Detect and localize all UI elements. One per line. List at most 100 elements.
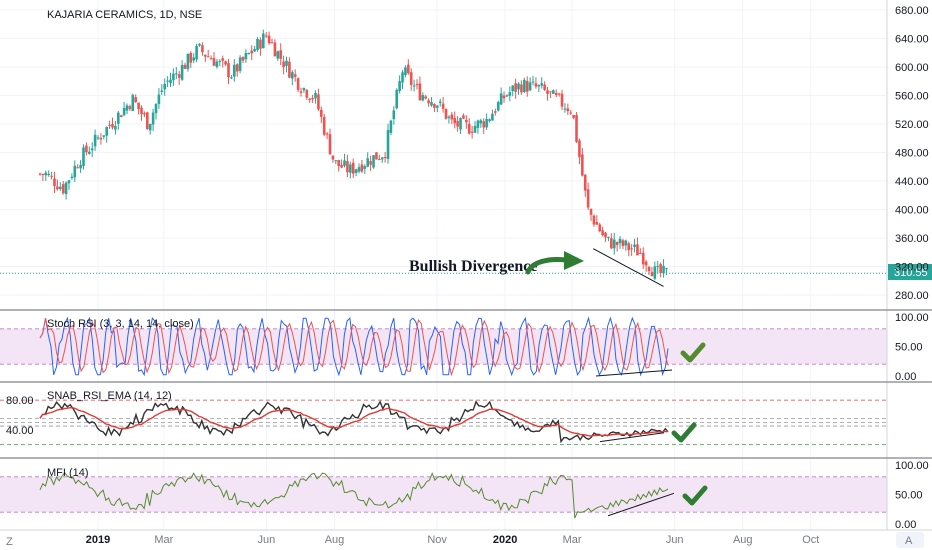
candle-body	[470, 131, 474, 133]
candle-body	[612, 239, 616, 249]
candle-body	[438, 101, 442, 104]
indicator-band	[0, 476, 887, 513]
candle-body	[151, 112, 155, 125]
candle-body	[459, 118, 462, 130]
candle-body	[233, 64, 236, 77]
arrow-head-icon	[564, 251, 584, 270]
candle-body	[119, 115, 123, 118]
candle-body	[511, 85, 515, 92]
candle-body	[183, 64, 187, 69]
candle-body	[166, 80, 169, 82]
stoch-rsi-panel	[0, 316, 887, 377]
rsi-divergence-line	[599, 432, 665, 443]
candle-body	[250, 50, 254, 54]
candle-body	[311, 98, 314, 100]
candle-body	[317, 94, 320, 110]
rsi-line	[39, 400, 669, 444]
candle-body	[525, 80, 529, 92]
mfi-tick-label: 100.00	[895, 460, 929, 472]
candle-body	[627, 243, 631, 251]
candle-body	[102, 135, 106, 137]
curved-arrow-icon	[525, 257, 569, 275]
candle-body	[192, 57, 196, 61]
price-tick-label: 640.00	[895, 34, 929, 46]
candle-body	[563, 108, 567, 110]
candle-body	[554, 92, 558, 96]
candle-body	[366, 158, 370, 167]
candle-body	[560, 93, 564, 107]
candle-body	[630, 248, 633, 250]
rsi-title: SNAB_RSI_EMA (14, 12)	[47, 390, 172, 402]
candle-body	[372, 155, 375, 168]
price-tick-label: 600.00	[895, 62, 929, 74]
last-price-label: 310.55	[894, 267, 928, 279]
candle-body	[328, 134, 332, 155]
candle-body	[291, 72, 294, 79]
candle-body	[169, 79, 172, 84]
candle-body	[363, 166, 367, 169]
candle-body	[267, 35, 271, 44]
candle-body	[552, 90, 555, 94]
candle-body	[264, 35, 268, 37]
candle-body	[389, 120, 393, 133]
stoch-tick-label: 0.00	[895, 371, 916, 383]
candle-body	[395, 89, 399, 109]
candle-body	[53, 178, 56, 187]
candle-body	[79, 164, 82, 169]
price-tick-label: 520.00	[895, 119, 929, 131]
candle-body	[73, 165, 77, 178]
mfi-divergence-line	[607, 492, 675, 517]
x-tick-label: Nov	[427, 534, 447, 546]
candle-body	[209, 58, 213, 60]
mfi-title: MFI (14)	[47, 467, 89, 479]
x-tick-label: Mar	[563, 534, 582, 546]
candle-body	[647, 266, 651, 272]
candle-body	[125, 105, 129, 111]
candle-body	[99, 138, 103, 140]
candle-body	[615, 242, 619, 246]
candle-body	[644, 261, 648, 266]
candle-body	[575, 115, 578, 142]
candle-body	[61, 184, 65, 194]
candle-body	[247, 53, 251, 55]
auto-scale-label: A	[905, 535, 913, 547]
candle-body	[195, 46, 198, 60]
candle-body	[534, 83, 538, 87]
x-tick-label: Aug	[733, 534, 753, 546]
candle-body	[404, 67, 407, 76]
candle-body	[624, 240, 628, 246]
candle-body	[357, 167, 361, 172]
candle-body	[340, 164, 343, 168]
candle-body	[186, 53, 190, 69]
overlays	[0, 248, 887, 506]
candle-body	[424, 96, 428, 99]
candle-body	[76, 167, 80, 169]
candle-body	[175, 73, 178, 75]
candle-body	[131, 94, 135, 111]
stoch-divergence-line	[595, 369, 673, 377]
candle-body	[557, 93, 561, 95]
candle-body	[360, 164, 364, 172]
candle-body	[322, 116, 326, 135]
candle-body	[433, 103, 436, 108]
candle-body	[569, 112, 573, 114]
rsi-ema-panel	[0, 399, 887, 445]
candle-body	[543, 84, 546, 90]
candle-body	[662, 265, 665, 274]
candle-body	[441, 103, 445, 109]
candle-body	[163, 84, 167, 90]
candle-body	[44, 172, 48, 176]
candle-body	[604, 232, 607, 238]
x-tick-label: Oct	[802, 534, 819, 546]
candle-body	[108, 124, 111, 126]
candle-body	[230, 77, 233, 79]
auto-scale-button[interactable]	[896, 532, 924, 548]
candle-body	[415, 84, 419, 86]
candle-body	[540, 83, 544, 86]
candle-body	[349, 164, 352, 173]
zoom-left-button[interactable]: Z	[6, 536, 13, 548]
candle-body	[50, 175, 53, 177]
candle-body	[111, 124, 114, 128]
candle-body	[146, 112, 149, 130]
candle-body	[198, 43, 201, 46]
